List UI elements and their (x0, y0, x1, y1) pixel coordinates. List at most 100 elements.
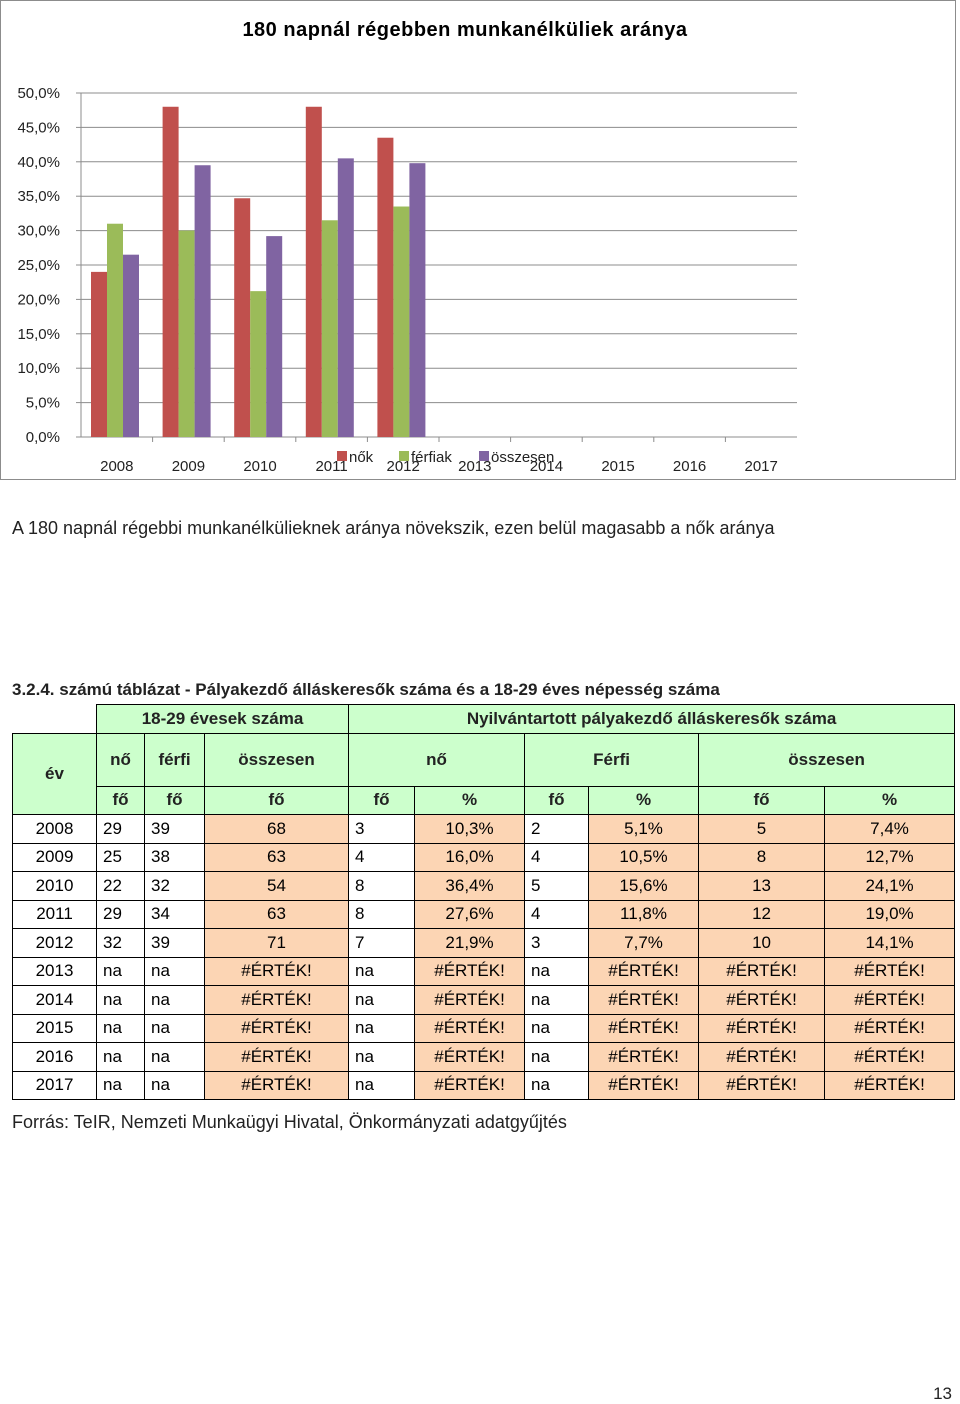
bar-férfiak-2008 (107, 223, 123, 437)
x-tick-label: 2009 (172, 458, 205, 475)
y-tick-label: 25,0% (17, 257, 60, 274)
bar-nők-2008 (91, 271, 107, 437)
cell-female-count: na (96, 956, 145, 986)
y-tick-label: 30,0% (17, 223, 60, 240)
cell-male-jobseekers: na (524, 1042, 590, 1072)
table-row: 2010 22 32 54 8 36,4% 5 15,6% 13 24,1% (12, 871, 956, 901)
cell-female-pct: #ÉRTÉK! (414, 956, 526, 986)
cell-total-jobseekers: 8 (698, 842, 826, 872)
cell-female-jobseekers: na (348, 1070, 416, 1100)
cell-total-jobseekers: #ÉRTÉK! (698, 1013, 826, 1043)
table-row: 2015 na na #ÉRTÉK! na #ÉRTÉK! na #ÉRTÉK! #ÉRTÉK!… (12, 1013, 956, 1043)
cell-total-count: 68 (203, 814, 350, 844)
col-header-female-jobseekers: nő (348, 732, 526, 787)
cell-year: 2016 (12, 1042, 97, 1072)
bar-férfiak-2009 (178, 230, 195, 437)
cell-total-pct: #ÉRTÉK! (824, 1042, 956, 1072)
cell-year: 2009 (12, 842, 97, 872)
source-note: Forrás: TeIR, Nemzeti Munkaügyi Hivatal,… (12, 1112, 567, 1132)
y-tick-label: 15,0% (17, 326, 60, 343)
cell-total-pct: 12,7% (824, 842, 956, 872)
x-tick-label: 2010 (243, 458, 276, 475)
group-header-population: 18-29 évesek száma (95, 704, 350, 734)
cell-year: 2011 (12, 899, 97, 929)
table-caption: 3.2.4. számú táblázat - Pályakezdő állás… (12, 680, 720, 699)
cell-male-jobseekers: 4 (524, 842, 590, 872)
cell-total-pct: 14,1% (824, 928, 956, 958)
legend-label: összesen (491, 449, 554, 466)
cell-male-jobseekers: 3 (524, 928, 590, 958)
table-row: 2008 29 39 68 3 10,3% 2 5,1% 5 7,4% (12, 814, 956, 844)
cell-female-pct: 27,6% (414, 899, 526, 929)
bar-chart: 180 napnál régebben munkanélküliek arány… (17, 19, 797, 475)
table-row: 2016 na na #ÉRTÉK! na #ÉRTÉK! na #ÉRTÉK! #ÉRTÉK!… (12, 1042, 956, 1072)
y-tick-label: 45,0% (17, 119, 60, 136)
cell-total-pct: #ÉRTÉK! (824, 985, 956, 1015)
cell-male-pct: 5,1% (588, 814, 700, 844)
cell-total-count: 71 (203, 928, 350, 958)
cell-female-jobseekers: 3 (348, 814, 416, 844)
cell-total-count: 54 (203, 871, 350, 901)
cell-female-pct: 21,9% (414, 928, 526, 958)
x-tick-label: 2016 (673, 458, 706, 475)
bar-nők-2009 (162, 106, 179, 437)
legend-label: férfiak (411, 449, 452, 466)
cell-female-count: na (96, 1070, 145, 1100)
cell-year: 2012 (12, 928, 97, 958)
cell-year: 2014 (12, 985, 97, 1015)
cell-year: 2013 (12, 956, 97, 986)
table-row: 2012 32 39 71 7 21,9% 3 7,7% 10 14,1% (12, 928, 956, 958)
y-tick-label: 50,0% (17, 85, 60, 102)
table-row: 2011 29 34 63 8 27,6% 4 11,8% 12 19,0% (12, 899, 956, 929)
x-tick-label: 2011 (315, 458, 347, 475)
cell-female-count: 25 (96, 842, 145, 872)
cell-total-jobseekers: #ÉRTÉK! (698, 985, 826, 1015)
cell-male-pct: #ÉRTÉK! (588, 1013, 700, 1043)
legend-swatch-nők (337, 451, 347, 461)
cell-male-jobseekers: na (524, 1013, 590, 1043)
cell-total-pct: #ÉRTÉK! (824, 1013, 956, 1043)
x-tick-label: 2008 (100, 458, 133, 475)
bar-nők-2012 (377, 137, 394, 437)
cell-female-pct: 10,3% (414, 814, 526, 844)
cell-total-jobseekers: #ÉRTÉK! (698, 1070, 826, 1100)
cell-male-pct: 11,8% (588, 899, 700, 929)
cell-male-count: na (144, 956, 205, 986)
legend-label: nők (349, 449, 374, 466)
x-tick-label: 2012 (387, 458, 420, 475)
bar-összesen-2009 (194, 165, 211, 438)
x-tick-label: 2013 (458, 458, 491, 475)
cell-total-pct: #ÉRTÉK! (824, 1070, 956, 1100)
unit-pct: % (824, 785, 956, 815)
group-header-jobseekers: Nyilvántartott pályakezdő álláskeresők s… (348, 704, 956, 734)
table-row: 2013 na na #ÉRTÉK! na #ÉRTÉK! na #ÉRTÉK! #ÉRTÉK!… (12, 956, 956, 986)
unit-pct: % (414, 785, 526, 815)
cell-male-jobseekers: 4 (524, 899, 590, 929)
unit-fo: fő (144, 785, 205, 815)
x-tick-label: 2015 (601, 458, 634, 475)
cell-male-jobseekers: na (524, 1070, 590, 1100)
y-tick-label: 35,0% (17, 188, 60, 205)
cell-total-pct: 19,0% (824, 899, 956, 929)
header-blank (13, 705, 97, 734)
cell-male-jobseekers: 2 (524, 814, 590, 844)
cell-female-pct: #ÉRTÉK! (414, 1042, 526, 1072)
y-tick-label: 10,0% (17, 360, 60, 377)
cell-female-jobseekers: 8 (348, 899, 416, 929)
cell-male-count: 34 (144, 899, 205, 929)
y-tick-label: 40,0% (17, 154, 60, 171)
cell-male-count: na (144, 985, 205, 1015)
cell-male-pct: #ÉRTÉK! (588, 1070, 700, 1100)
cell-male-count: na (144, 1070, 205, 1100)
col-header-total: összesen (203, 732, 350, 787)
cell-male-jobseekers: na (524, 985, 590, 1015)
cell-female-count: 22 (96, 871, 145, 901)
cell-male-count: na (144, 1042, 205, 1072)
cell-female-jobseekers: na (348, 1042, 416, 1072)
cell-year: 2017 (12, 1070, 97, 1100)
cell-female-jobseekers: 8 (348, 871, 416, 901)
cell-male-pct: #ÉRTÉK! (588, 956, 700, 986)
cell-female-count: na (96, 985, 145, 1015)
cell-female-jobseekers: 4 (348, 842, 416, 872)
unit-fo: fő (203, 785, 350, 815)
